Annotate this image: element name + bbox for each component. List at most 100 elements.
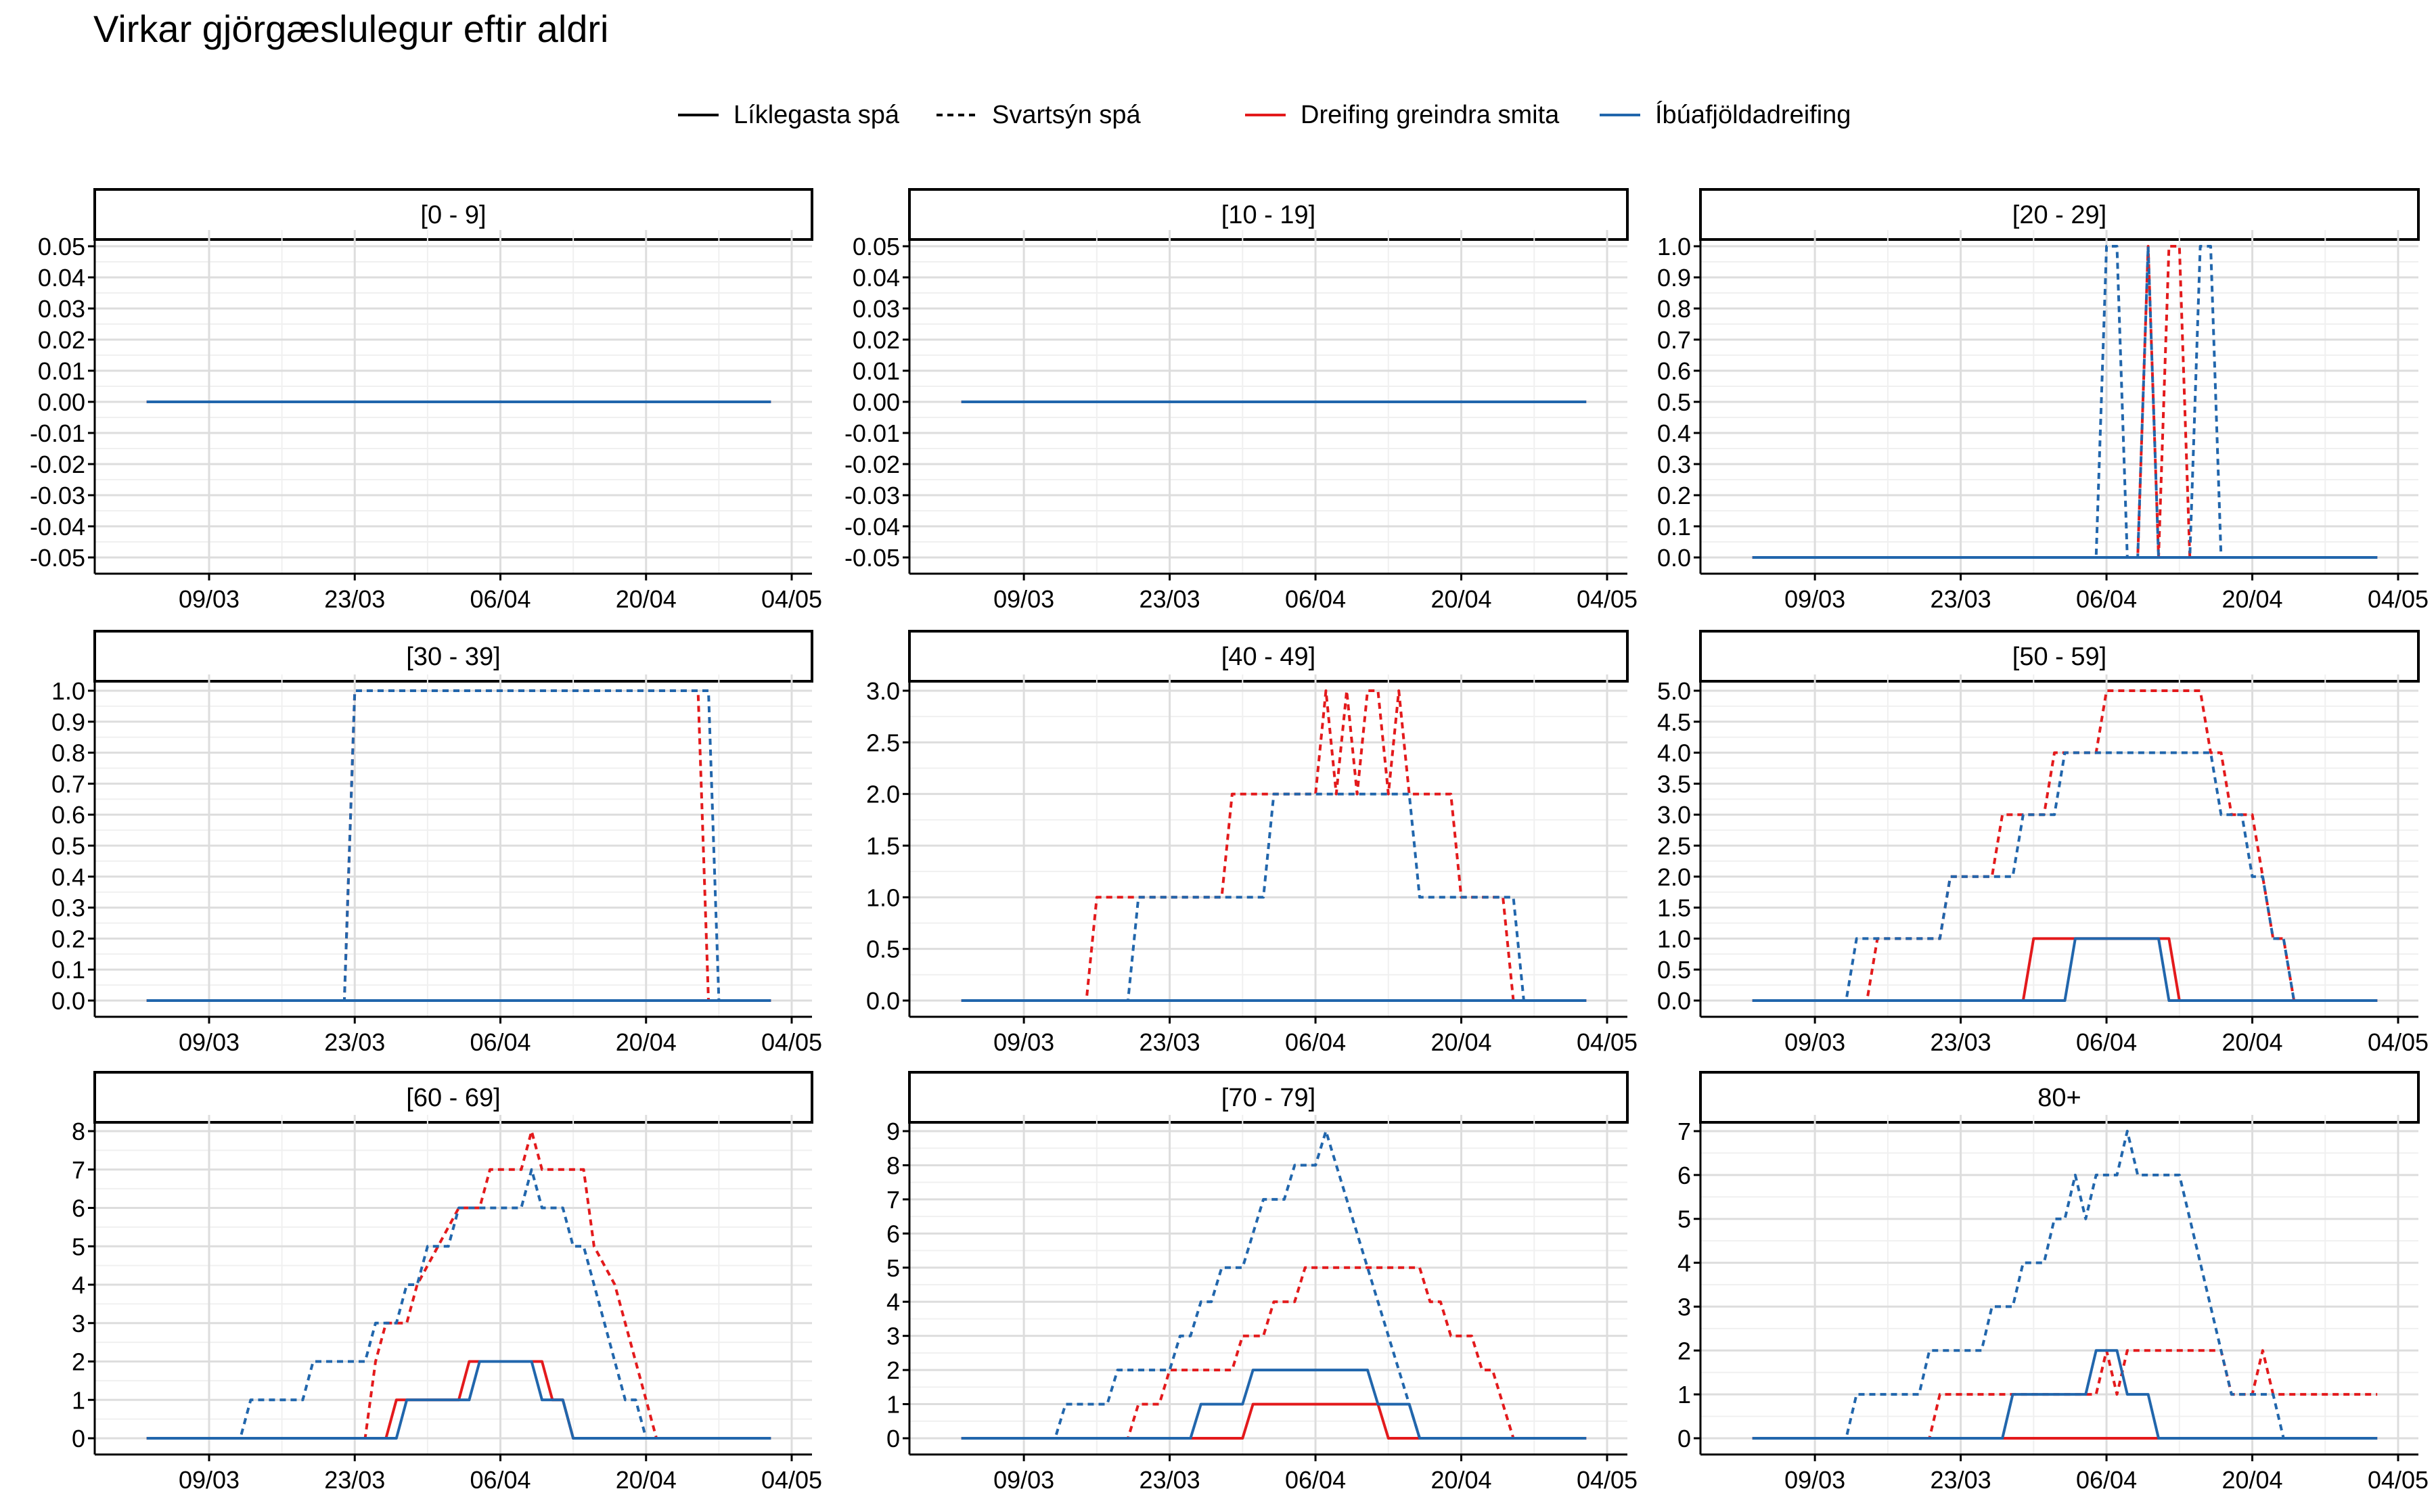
- y-tick-label: 0.9: [51, 708, 85, 736]
- y-tick-label: 8: [886, 1151, 900, 1179]
- series-line-svartsyn-ibua: [1752, 245, 2378, 559]
- y-tick-label: 7: [886, 1186, 900, 1214]
- y-tick-label: 0.02: [38, 326, 85, 354]
- panel-label: [60 - 69]: [406, 1084, 500, 1112]
- x-tick-label: 09/03: [1784, 1466, 1845, 1494]
- y-tick-label: 2.5: [1657, 832, 1691, 860]
- series-line-svartsyn-greindra: [961, 1266, 1587, 1440]
- x-tick-label: 04/05: [761, 585, 822, 613]
- series-line-svartsyn-greindra: [1752, 1349, 2378, 1440]
- panel-label: [10 - 19]: [1221, 201, 1315, 229]
- series-line-likleg-ibua: [961, 1369, 1587, 1440]
- legend-blue-line-icon: [1600, 114, 1640, 116]
- y-tick-label: 1: [72, 1386, 85, 1414]
- panel-strip: [908, 188, 1629, 241]
- y-tick-label: 1.0: [51, 677, 85, 705]
- x-tick-label: 06/04: [470, 1466, 531, 1494]
- y-tick-label: -0.02: [844, 451, 900, 478]
- series-line-svartsyn-greindra: [1752, 245, 2378, 559]
- x-tick-label: 23/03: [1140, 585, 1200, 613]
- y-tick-label: 1.5: [1657, 894, 1691, 922]
- x-tick-label: 23/03: [1931, 1028, 1991, 1056]
- y-tick-label: -0.03: [30, 482, 85, 509]
- x-tick-label: 09/03: [1784, 585, 1845, 613]
- x-tick-label: 09/03: [993, 1466, 1054, 1494]
- y-tick-label: 5: [1677, 1206, 1691, 1233]
- y-tick-label: 0.04: [38, 264, 85, 292]
- x-tick-label: 09/03: [1784, 1028, 1845, 1056]
- y-tick-label: 3.0: [1657, 801, 1691, 829]
- y-tick-label: 0.3: [1657, 451, 1691, 478]
- y-tick-label: 0.5: [1657, 956, 1691, 984]
- x-tick-label: 09/03: [993, 585, 1054, 613]
- y-tick-label: 0.2: [51, 925, 85, 953]
- y-tick-label: 5: [886, 1254, 900, 1282]
- y-tick-label: 0.03: [853, 295, 900, 323]
- y-tick-label: 3.0: [866, 677, 900, 705]
- x-tick-label: 06/04: [2076, 1466, 2137, 1494]
- y-tick-label: 6: [886, 1220, 900, 1247]
- x-tick-label: 23/03: [324, 1028, 385, 1056]
- legend-item-greindra: Dreifing greindra smita: [1245, 95, 1559, 135]
- x-tick-label: 06/04: [2076, 585, 2137, 613]
- x-tick-label: 06/04: [470, 1028, 531, 1056]
- y-tick-label: 5.0: [1657, 677, 1691, 705]
- series-line-svartsyn-greindra: [146, 1130, 771, 1440]
- series-line-svartsyn-ibua: [961, 1130, 1587, 1440]
- series-line-likleg-ibua: [1752, 1349, 2378, 1440]
- y-tick-label: 0.5: [866, 936, 900, 963]
- y-tick-label: 0.05: [38, 233, 85, 260]
- y-tick-label: -0.01: [844, 419, 900, 447]
- legend-label-svartsyn: Svartsýn spá: [992, 100, 1141, 129]
- panel-label: 80+: [2037, 1084, 2081, 1112]
- panel-8: [70 - 79] 0 1 2 3 4 5 6 7 8 9 09/03 23/03 06/04 20/04 0…: [886, 1071, 1638, 1494]
- y-tick-label: 2.0: [866, 781, 900, 808]
- y-tick-label: 0.6: [51, 801, 85, 829]
- x-tick-label: 09/03: [179, 585, 240, 613]
- y-tick-label: 7: [1677, 1118, 1691, 1145]
- y-tick-label: 3: [1677, 1293, 1691, 1321]
- x-tick-label: 23/03: [324, 1466, 385, 1494]
- y-tick-label: 0.01: [38, 357, 85, 385]
- x-tick-label: 20/04: [616, 1028, 677, 1056]
- y-tick-label: 0.03: [38, 295, 85, 323]
- y-tick-label: 9: [886, 1118, 900, 1145]
- panel-7: [60 - 69] 0 1 2 3 4 5 6 7 8 09/03 23/03 06/04 20/04 04…: [72, 1071, 822, 1494]
- y-tick-label: 0.05: [853, 233, 900, 260]
- x-tick-label: 06/04: [2076, 1028, 2137, 1056]
- x-tick-label: 04/05: [2368, 585, 2429, 613]
- x-tick-label: 20/04: [2221, 1466, 2282, 1494]
- y-tick-label: 0.4: [1657, 419, 1691, 447]
- y-tick-label: 0.8: [1657, 295, 1691, 323]
- y-tick-label: 1.0: [1657, 233, 1691, 260]
- y-tick-label: 0.7: [51, 770, 85, 798]
- y-tick-label: 0: [72, 1425, 85, 1452]
- x-tick-label: 20/04: [1430, 585, 1491, 613]
- y-tick-label: 3.5: [1657, 770, 1691, 798]
- y-tick-label: 0.3: [51, 894, 85, 922]
- x-tick-label: 23/03: [1140, 1466, 1200, 1494]
- y-tick-label: 0.4: [51, 863, 85, 891]
- legend-label-likleg: Líklegasta spá: [734, 100, 900, 129]
- panel-strip: [908, 1071, 1629, 1124]
- x-tick-label: 09/03: [179, 1028, 240, 1056]
- series-line-svartsyn-greindra: [961, 689, 1587, 1002]
- y-tick-label: 6: [1677, 1162, 1691, 1189]
- x-tick-label: 04/05: [2368, 1028, 2429, 1056]
- x-tick-label: 04/05: [1577, 1028, 1638, 1056]
- legend-item-ibua: Íbúafjöldadreifing: [1600, 95, 1851, 135]
- y-tick-label: 2: [886, 1356, 900, 1384]
- series-line-svartsyn-ibua: [961, 792, 1587, 1002]
- y-tick-label: -0.04: [844, 513, 900, 541]
- x-tick-label: 06/04: [470, 585, 531, 613]
- legend-dashed-line-icon: [937, 114, 977, 116]
- y-tick-label: -0.01: [30, 419, 85, 447]
- panel-3: [20 - 29] 0.0 0.1 0.2 0.3 0.4 0.5 0.6 0.7 0.8 0.9 1…: [1657, 188, 2429, 613]
- x-tick-label: 06/04: [1285, 1028, 1346, 1056]
- panel-5: [40 - 49] 0.0 0.5 1.0 1.5 2.0 2.5 3.0 09/03 23/03…: [866, 630, 1638, 1056]
- panel-label: [40 - 49]: [1221, 643, 1315, 671]
- y-tick-label: -0.05: [844, 544, 900, 572]
- legend-label-ibua: Íbúafjöldadreifing: [1655, 100, 1851, 129]
- y-tick-label: 1: [886, 1391, 900, 1419]
